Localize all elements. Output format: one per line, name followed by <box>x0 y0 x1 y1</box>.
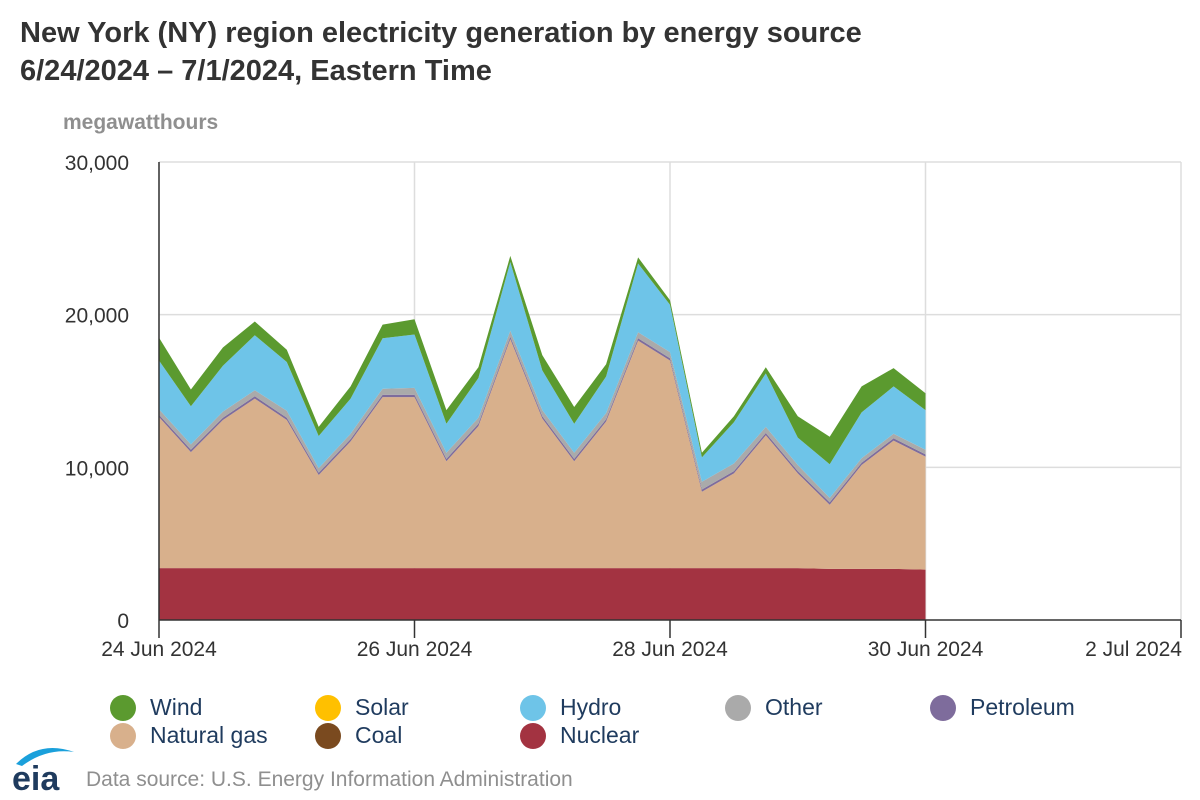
title-line-1: New York (NY) region electricity generat… <box>20 17 862 49</box>
area-hydro[interactable] <box>159 262 926 498</box>
x-tick-label: 2 Jul 2024 <box>1085 638 1182 661</box>
legend-swatch <box>315 722 341 749</box>
x-tick-label: 26 Jun 2024 <box>357 638 473 661</box>
footer: eia Data source: U.S. Energy Information… <box>10 742 573 794</box>
area-natural-gas[interactable] <box>159 339 926 570</box>
legend-swatch <box>315 694 341 721</box>
legend-swatch <box>110 722 136 749</box>
y-tick-label: 10,000 <box>65 457 129 480</box>
legend-label: Petroleum <box>970 694 1075 720</box>
y-tick-label: 20,000 <box>65 305 129 328</box>
legend-label: Hydro <box>560 694 622 720</box>
stacked-areas <box>159 255 926 620</box>
legend-label: Wind <box>150 694 203 720</box>
legend-swatch <box>725 694 751 721</box>
legend-item-nuclear[interactable]: Nuclear <box>520 722 639 749</box>
area-wind[interactable] <box>159 255 926 465</box>
legend-item-coal[interactable]: Coal <box>315 722 402 749</box>
legend-label: Solar <box>355 694 409 720</box>
x-tick-label: 28 Jun 2024 <box>612 638 728 661</box>
y-axis-unit-label: megawatthours <box>63 111 219 134</box>
data-source-text: Data source: U.S. Energy Information Adm… <box>86 768 573 791</box>
eia-logo-icon: eia <box>12 748 74 794</box>
x-tick-label: 24 Jun 2024 <box>101 638 217 661</box>
legend-item-solar[interactable]: Solar <box>315 694 409 721</box>
legend-item-natural-gas[interactable]: Natural gas <box>110 722 268 749</box>
logo-text: eia <box>12 760 60 794</box>
legend-label: Natural gas <box>150 722 268 748</box>
x-tick-label: 30 Jun 2024 <box>868 638 984 661</box>
legend-item-petroleum[interactable]: Petroleum <box>930 694 1075 721</box>
legend-swatch <box>110 694 136 721</box>
legend-swatch <box>930 694 956 721</box>
legend-item-wind[interactable]: Wind <box>110 694 202 721</box>
y-tick-label: 0 <box>117 610 129 633</box>
legend-label: Nuclear <box>560 722 640 748</box>
legend-swatch <box>520 694 546 721</box>
title-line-2: 6/24/2024 – 7/1/2024, Eastern Time <box>20 55 492 87</box>
area-nuclear[interactable] <box>159 568 926 620</box>
legend-item-other[interactable]: Other <box>725 694 823 721</box>
y-tick-label: 30,000 <box>65 152 129 175</box>
legend-label: Coal <box>355 722 403 748</box>
axes: 0 10,000 20,000 30,000 24 Jun 2024 26 Jun 202… <box>65 152 1183 661</box>
legend-item-hydro[interactable]: Hydro <box>520 694 621 721</box>
legend-swatch <box>520 722 546 749</box>
legend-label: Other <box>765 694 823 720</box>
chart-title: New York (NY) region electricity generat… <box>20 14 862 90</box>
